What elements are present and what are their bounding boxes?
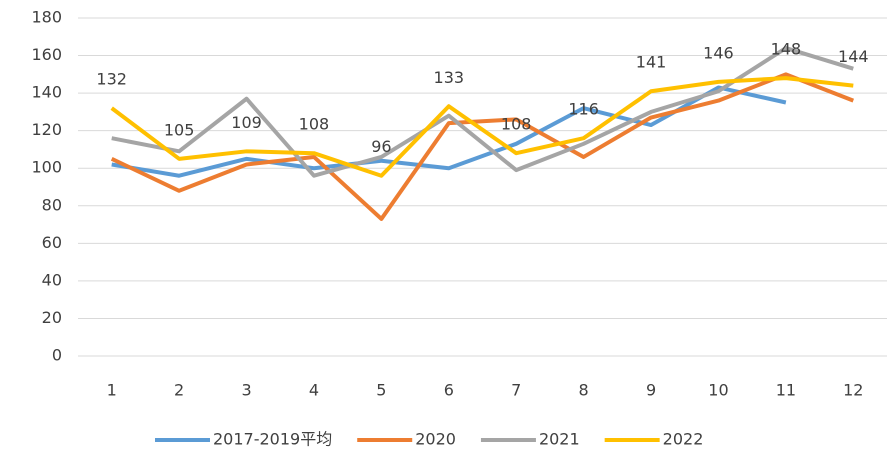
x-tick-label: 2 [174,381,184,400]
data-label: 105 [164,120,195,139]
data-label: 109 [231,113,262,132]
legend-label: 2022 [663,430,704,449]
x-tick-label: 9 [646,381,656,400]
x-tick-label: 8 [579,381,589,400]
legend-label: 2017-2019平均 [213,430,332,449]
series-line [111,46,854,178]
x-tick-label: 10 [708,381,728,400]
data-label: 133 [434,68,465,87]
data-label: 146 [703,43,734,62]
data-label: 144 [838,47,869,66]
x-tick-label: 3 [241,381,251,400]
x-tick-label: 1 [107,381,117,400]
data-label: 108 [299,115,330,134]
y-tick-label: 0 [52,346,62,365]
y-tick-label: 180 [31,8,62,27]
data-label: 132 [96,70,127,89]
x-tick-label: 7 [511,381,521,400]
y-tick-label: 160 [31,45,62,64]
legend-label: 2020 [415,430,456,449]
y-tick-label: 120 [31,120,62,139]
series-line [110,76,854,178]
x-tick-label: 11 [776,381,796,400]
x-tick-label: 5 [376,381,386,400]
y-tick-label: 140 [31,83,62,102]
y-tick-label: 100 [31,158,62,177]
x-tick-label: 4 [309,381,319,400]
series-line [110,72,855,221]
data-label: 148 [771,40,802,59]
y-tick-label: 80 [42,195,62,214]
legend-label: 2021 [539,430,580,449]
data-label: 96 [371,137,391,156]
data-label: 116 [568,100,599,119]
data-label: 141 [636,53,667,72]
x-tick-label: 6 [444,381,454,400]
x-tick-label: 12 [843,381,863,400]
y-tick-label: 60 [42,233,62,252]
y-tick-label: 40 [42,270,62,289]
y-tick-label: 20 [42,308,62,327]
data-label: 108 [501,115,532,134]
